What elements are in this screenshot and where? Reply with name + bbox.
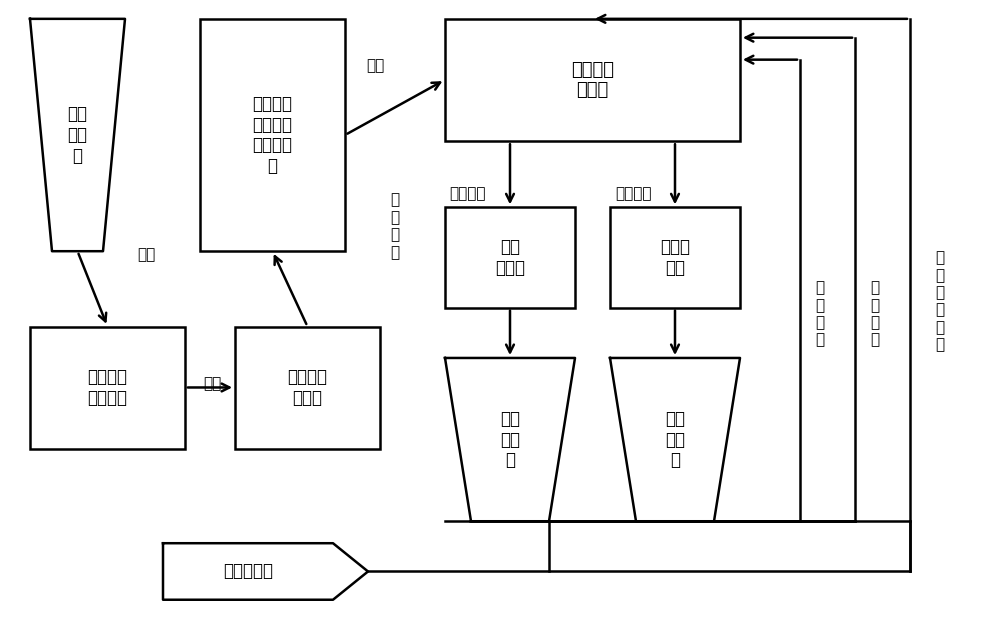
Text: 流
量
反
馈: 流 量 反 馈	[815, 280, 825, 348]
Text: 流量
控制阀: 流量 控制阀	[495, 238, 525, 277]
Text: 阳
极
压
力
反
馈: 阳 极 压 力 反 馈	[935, 251, 945, 352]
Text: 车辆动力
学模型: 车辆动力 学模型	[288, 369, 328, 407]
Text: 压力传感器: 压力传感器	[223, 563, 273, 580]
Bar	[235, 327, 380, 449]
Text: 深度学习
车速预测: 深度学习 车速预测	[88, 369, 128, 407]
Text: 车速
传感
器: 车速 传感 器	[68, 106, 88, 165]
Bar	[445, 207, 575, 308]
Text: 流
量
反
馈: 流 量 反 馈	[870, 280, 880, 348]
Text: 电流: 电流	[366, 58, 384, 73]
Bar	[610, 207, 740, 308]
Text: 车速: 车速	[137, 247, 155, 262]
Text: 车速: 车速	[203, 376, 221, 391]
Text: 控制电压: 控制电压	[450, 186, 486, 201]
Text: 流量
传感
器: 流量 传感 器	[500, 410, 520, 469]
Bar	[30, 327, 185, 449]
Text: 控制电压: 控制电压	[615, 186, 651, 201]
Bar	[200, 19, 345, 251]
Text: 氢气循
环泵: 氢气循 环泵	[660, 238, 690, 277]
Bar	[445, 19, 740, 141]
Text: 模型预测
控制器: 模型预测 控制器	[571, 61, 614, 99]
Text: 燃料电池
电化学输
出特性模
型: 燃料电池 电化学输 出特性模 型	[252, 95, 292, 175]
Text: 流量
传感
器: 流量 传感 器	[665, 410, 685, 469]
Text: 需
求
功
率: 需 求 功 率	[390, 192, 400, 260]
